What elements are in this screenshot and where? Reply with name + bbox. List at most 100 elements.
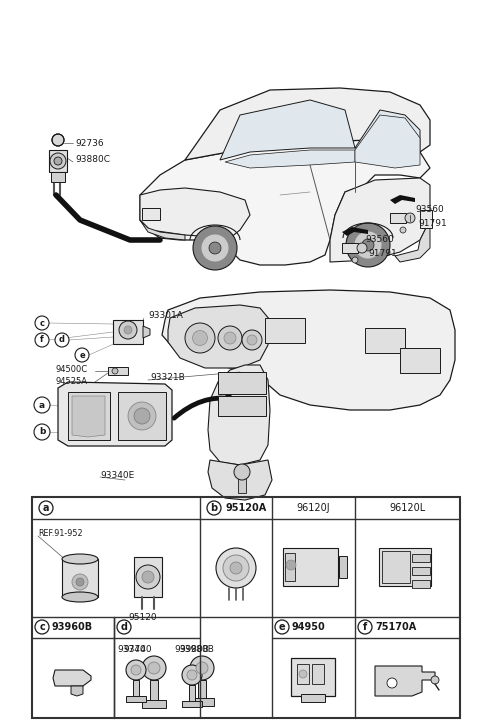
Circle shape [209, 242, 221, 254]
Bar [118, 392, 166, 440]
Polygon shape [390, 195, 415, 204]
Text: 93321B: 93321B [150, 374, 185, 382]
Text: 93740: 93740 [118, 646, 146, 654]
Circle shape [136, 565, 160, 589]
Ellipse shape [62, 554, 98, 564]
Circle shape [234, 464, 250, 480]
Circle shape [35, 333, 49, 347]
Circle shape [112, 368, 118, 374]
Circle shape [286, 560, 296, 570]
Circle shape [224, 332, 236, 344]
Circle shape [142, 571, 154, 583]
Text: 93980B: 93980B [180, 646, 215, 654]
Polygon shape [375, 666, 435, 696]
Circle shape [182, 665, 202, 685]
Bar [285, 553, 295, 581]
Circle shape [358, 620, 372, 634]
Polygon shape [395, 220, 430, 262]
Text: 93560: 93560 [415, 205, 444, 215]
Polygon shape [140, 140, 430, 265]
Bar [150, 680, 158, 702]
Circle shape [131, 665, 141, 675]
Circle shape [405, 213, 415, 223]
Circle shape [223, 555, 249, 581]
Circle shape [55, 333, 69, 347]
Circle shape [119, 321, 137, 339]
Circle shape [75, 348, 89, 362]
Polygon shape [162, 290, 455, 410]
Bar [379, 548, 431, 586]
Bar [126, 696, 146, 702]
Bar [190, 698, 214, 706]
Circle shape [142, 656, 166, 680]
Bar [51, 172, 65, 182]
Text: f: f [40, 335, 44, 344]
Circle shape [117, 620, 131, 634]
Text: b: b [39, 427, 45, 437]
Polygon shape [220, 100, 355, 160]
Polygon shape [72, 396, 105, 437]
Text: 95120: 95120 [129, 612, 157, 622]
Bar [182, 701, 202, 707]
Bar [218, 372, 266, 394]
Bar [382, 551, 410, 583]
Bar [218, 396, 266, 416]
Bar [49, 150, 67, 172]
Bar [113, 320, 143, 344]
Text: d: d [120, 622, 128, 632]
Circle shape [124, 326, 132, 334]
Polygon shape [355, 115, 420, 168]
Polygon shape [53, 670, 91, 686]
Bar [400, 348, 440, 373]
Circle shape [35, 316, 49, 330]
Circle shape [34, 397, 50, 413]
Text: 92736: 92736 [75, 139, 104, 147]
Text: 75170A: 75170A [375, 622, 416, 632]
Polygon shape [342, 227, 368, 236]
Bar [412, 580, 430, 588]
Ellipse shape [62, 592, 98, 602]
Circle shape [216, 548, 256, 588]
Bar [198, 680, 206, 700]
Text: 93880C: 93880C [75, 155, 110, 165]
Bar [283, 548, 338, 586]
Circle shape [35, 620, 49, 634]
Polygon shape [330, 178, 430, 262]
Circle shape [346, 223, 390, 267]
Text: f: f [363, 622, 367, 632]
Polygon shape [355, 110, 420, 152]
Circle shape [76, 578, 84, 586]
Polygon shape [140, 188, 250, 238]
Circle shape [34, 424, 50, 440]
Bar [420, 210, 432, 228]
Bar [68, 392, 110, 440]
Circle shape [72, 574, 88, 590]
Text: a: a [39, 401, 45, 409]
Text: REF.91-952: REF.91-952 [38, 529, 83, 537]
Polygon shape [185, 88, 430, 160]
Bar [32, 497, 460, 718]
Polygon shape [140, 220, 185, 240]
Circle shape [362, 239, 374, 251]
Bar [238, 478, 246, 493]
Circle shape [299, 670, 307, 678]
Bar [301, 694, 325, 702]
Circle shape [39, 501, 53, 515]
Circle shape [357, 243, 367, 253]
Bar [265, 318, 305, 343]
Text: 91791: 91791 [368, 249, 397, 259]
Text: c: c [39, 319, 45, 328]
Bar [365, 328, 405, 353]
Polygon shape [225, 150, 355, 168]
Circle shape [185, 323, 215, 353]
Circle shape [192, 330, 207, 346]
Bar [133, 680, 139, 698]
Bar [297, 664, 309, 684]
Polygon shape [168, 305, 270, 368]
Text: 93560: 93560 [365, 236, 394, 244]
Bar [142, 208, 160, 220]
Text: 94500C: 94500C [55, 366, 87, 375]
Text: c: c [39, 622, 45, 632]
Circle shape [275, 620, 289, 634]
Bar [108, 367, 128, 375]
